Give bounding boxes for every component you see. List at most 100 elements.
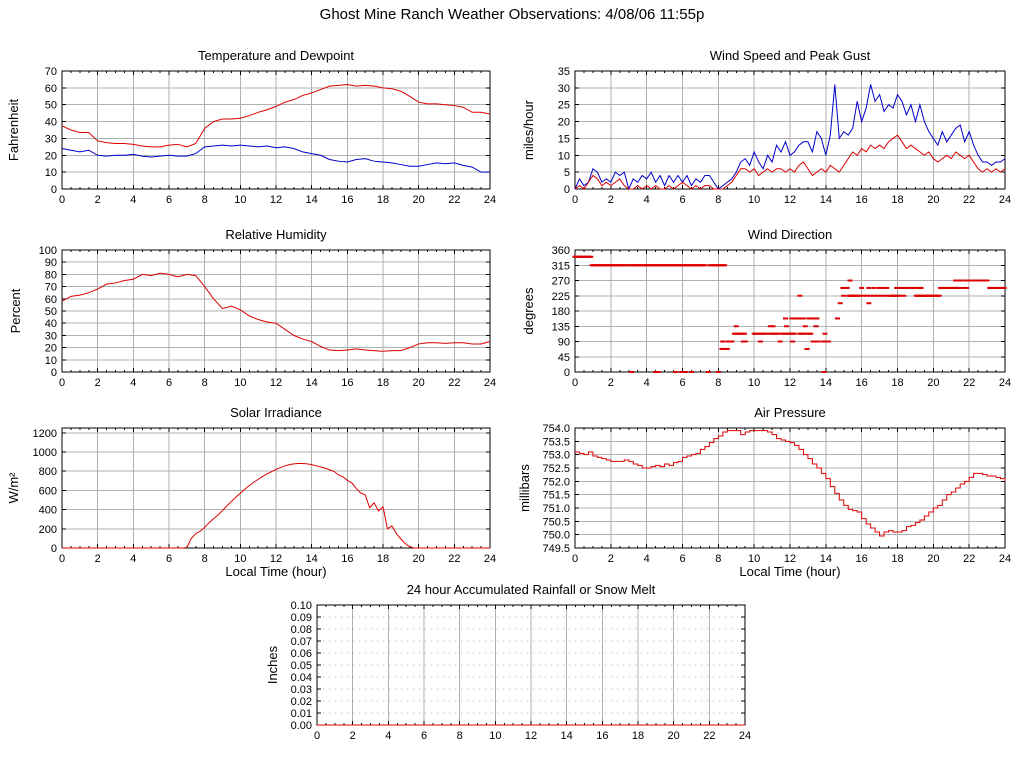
svg-text:8: 8 [202,553,208,565]
svg-text:0: 0 [59,553,65,565]
svg-text:12: 12 [270,194,282,206]
svg-text:24 hour Accumulated Rainfall o: 24 hour Accumulated Rainfall or Snow Mel… [407,582,656,597]
svg-text:14: 14 [306,377,318,389]
svg-text:0.01: 0.01 [291,708,312,720]
svg-text:6: 6 [166,553,172,565]
svg-text:50: 50 [45,100,57,112]
svg-text:16: 16 [856,553,868,565]
svg-text:Fahrenheit: Fahrenheit [6,99,21,162]
svg-text:24: 24 [484,377,496,389]
chart-air-pressure: 0 2 4 6 8 10 12 14 16 18 20 22 24 749.5 750.0 750.5 751.… [512,393,1024,585]
svg-text:135: 135 [552,321,570,333]
svg-text:20: 20 [45,343,57,355]
svg-text:0: 0 [59,377,65,389]
svg-text:Percent: Percent [8,288,23,333]
svg-text:22: 22 [963,377,975,389]
svg-text:4: 4 [644,553,650,565]
svg-text:10: 10 [45,355,57,367]
svg-text:753.5: 753.5 [542,436,570,448]
svg-text:22: 22 [448,553,460,565]
svg-text:0: 0 [572,194,578,206]
svg-text:8: 8 [715,194,721,206]
page-title: Ghost Mine Ranch Weather Observations: 4… [319,6,705,23]
svg-text:24: 24 [484,553,496,565]
svg-text:Wind Speed and Peak Gust: Wind Speed and Peak Gust [710,48,871,63]
svg-text:754.0: 754.0 [542,423,570,435]
svg-text:12: 12 [525,730,537,742]
svg-text:4: 4 [130,194,136,206]
svg-text:22: 22 [703,730,715,742]
svg-text:12: 12 [270,377,282,389]
svg-text:90: 90 [45,257,57,269]
svg-text:16: 16 [856,377,868,389]
svg-text:14: 14 [820,194,832,206]
svg-text:18: 18 [891,377,903,389]
svg-text:2: 2 [608,553,614,565]
svg-text:12: 12 [270,553,282,565]
svg-text:16: 16 [341,377,353,389]
solar-irradiance-svg: 0 2 4 6 8 10 12 14 16 18 20 22 240200400600800100012… [6,405,496,579]
svg-text:0: 0 [51,543,57,555]
svg-text:24: 24 [999,377,1011,389]
svg-text:0.00: 0.00 [291,720,312,732]
svg-text:4: 4 [644,194,650,206]
svg-text:0: 0 [572,377,578,389]
rainfall-svg: 0 2 4 6 8 10 12 14 16 18 20 22 240.000.010.020.030.0… [265,582,751,742]
svg-text:Local Time (hour): Local Time (hour) [225,564,326,579]
chart-wind-direction: 0 2 4 6 8 10 12 14 16 18 20 22 24 0 45 90 135 180 225 270 31… [512,216,1024,396]
svg-text:degrees: degrees [521,287,536,334]
svg-text:22: 22 [448,194,460,206]
svg-text:14: 14 [561,730,573,742]
svg-text:0: 0 [59,194,65,206]
svg-text:30: 30 [558,83,570,95]
svg-text:6: 6 [166,377,172,389]
svg-text:0: 0 [51,184,57,196]
svg-text:10: 10 [748,194,760,206]
svg-text:Solar Irradiance: Solar Irradiance [230,405,322,420]
svg-text:16: 16 [856,194,868,206]
svg-text:Air Pressure: Air Pressure [754,405,826,420]
svg-text:22: 22 [963,553,975,565]
svg-text:225: 225 [552,291,570,303]
svg-text:22: 22 [963,194,975,206]
svg-text:0.03: 0.03 [291,684,312,696]
svg-text:20: 20 [927,377,939,389]
svg-text:0.10: 0.10 [291,600,312,612]
svg-text:600: 600 [39,485,57,497]
svg-text:24: 24 [999,194,1011,206]
svg-text:0.07: 0.07 [291,636,312,648]
svg-text:100: 100 [39,245,57,257]
svg-text:18: 18 [891,553,903,565]
svg-text:50: 50 [45,306,57,318]
svg-text:20: 20 [668,730,680,742]
svg-text:4: 4 [130,377,136,389]
svg-text:8: 8 [457,730,463,742]
svg-text:18: 18 [632,730,644,742]
svg-text:200: 200 [39,524,57,536]
svg-text:15: 15 [558,133,570,145]
svg-text:0.08: 0.08 [291,624,312,636]
svg-text:10: 10 [45,167,57,179]
svg-text:0.09: 0.09 [291,612,312,624]
svg-text:752.0: 752.0 [542,476,570,488]
svg-text:18: 18 [377,553,389,565]
svg-text:750.5: 750.5 [542,516,570,528]
svg-text:12: 12 [784,377,796,389]
svg-text:0: 0 [314,730,320,742]
svg-text:8: 8 [202,194,208,206]
svg-text:315: 315 [552,260,570,272]
svg-text:24: 24 [484,194,496,206]
svg-text:Inches: Inches [265,645,280,684]
svg-text:40: 40 [45,318,57,330]
svg-text:20: 20 [927,553,939,565]
svg-text:8: 8 [202,377,208,389]
svg-text:Local Time (hour): Local Time (hour) [739,564,840,579]
svg-text:10: 10 [558,150,570,162]
svg-text:Relative Humidity: Relative Humidity [225,227,327,242]
svg-text:millibars: millibars [517,464,532,512]
svg-text:6: 6 [166,194,172,206]
svg-text:10: 10 [748,553,760,565]
svg-text:20: 20 [927,194,939,206]
svg-text:2: 2 [608,377,614,389]
svg-text:12: 12 [784,553,796,565]
